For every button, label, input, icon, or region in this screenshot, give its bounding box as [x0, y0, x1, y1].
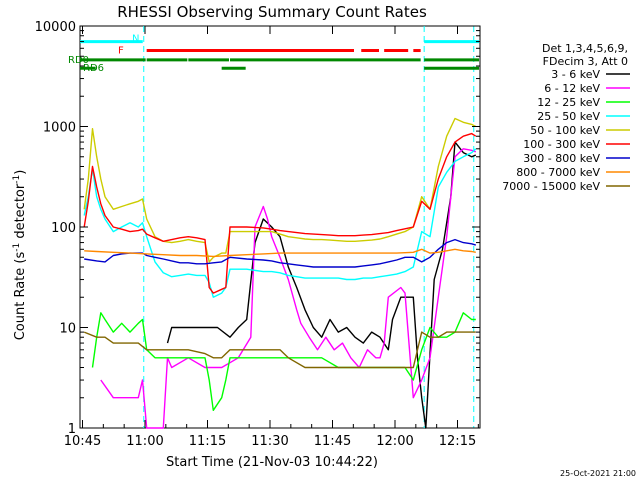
series-line-1: [100, 148, 477, 429]
legend-entry-5: 100 - 300 keV: [523, 138, 600, 151]
legend-entry-1: 6 - 12 keV: [544, 82, 600, 95]
chart-title: RHESSI Observing Summary Count Rates: [117, 3, 427, 21]
x-tick-label-1: 11:00: [126, 434, 163, 449]
series-line-4: [83, 117, 477, 263]
x-tick-label-5: 12:00: [376, 434, 413, 449]
flag-label-0: N: [132, 34, 139, 45]
series-line-3: [83, 148, 477, 298]
legend-header-1: FDecim 3, Att 0: [543, 55, 628, 68]
svg-text:Count Rate (s-1 detector-1): Count Rate (s-1 detector-1): [12, 170, 28, 341]
legend-entry-3: 25 - 50 keV: [537, 110, 600, 123]
legend: Det 1,3,4,5,6,9,FDecim 3, Att 03 - 6 keV…: [502, 42, 630, 193]
x-tick-label-6: 12:15: [439, 434, 476, 449]
x-tick-label-4: 11:45: [314, 434, 351, 449]
legend-entry-8: 7000 - 15000 keV: [502, 180, 600, 193]
flag-label-3: RD6: [83, 63, 104, 74]
flag-label-1: F: [118, 46, 124, 57]
legend-header-0: Det 1,3,4,5,6,9,: [542, 42, 628, 55]
series-line-0: [166, 141, 477, 429]
x-tick-label-2: 11:15: [189, 434, 226, 449]
flag-label-2: RD0: [68, 55, 89, 66]
legend-entry-7: 800 - 7000 keV: [516, 166, 600, 179]
x-axis-label: Start Time (21-Nov-03 10:44:22): [166, 455, 378, 470]
footer-date: 25-Oct-2021 21:00: [560, 469, 636, 478]
y-tick-label-0: 1: [68, 422, 76, 437]
series-line-2: [91, 312, 476, 411]
y-axis-label: Count Rate (s-1 detector-1): [12, 170, 28, 341]
y-axis-label-sup: -1: [12, 243, 22, 252]
legend-entry-4: 50 - 100 keV: [530, 124, 600, 137]
series-line-7: [84, 248, 476, 258]
y-tick-label-2: 100: [51, 221, 76, 236]
plot-frame: [79, 25, 481, 429]
y-axis-label-main: Count Rate (s: [13, 252, 28, 341]
y-tick-label-3: 1000: [43, 121, 76, 136]
legend-entry-6: 300 - 800 keV: [523, 152, 600, 165]
legend-entry-2: 12 - 25 keV: [537, 96, 600, 109]
legend-entry-0: 3 - 6 keV: [551, 68, 600, 81]
axis-ticks: 10:45 11:00 11:15 11:30 11:45 12:00 12:15 1 10 10…: [35, 20, 480, 449]
series-line-8: [83, 331, 476, 369]
y-axis-label-sup2: -1: [12, 175, 22, 184]
series-line-5: [83, 132, 477, 294]
x-tick-label-3: 11:30: [251, 434, 288, 449]
x-tick-label-0: 10:45: [64, 434, 101, 449]
y-tick-label-4: 10000: [35, 20, 76, 35]
y-axis-label-rest: detector: [13, 183, 28, 243]
y-axis-label-end: ): [13, 170, 28, 175]
y-tick-label-1: 10: [59, 322, 76, 337]
series-line-6: [84, 238, 477, 268]
